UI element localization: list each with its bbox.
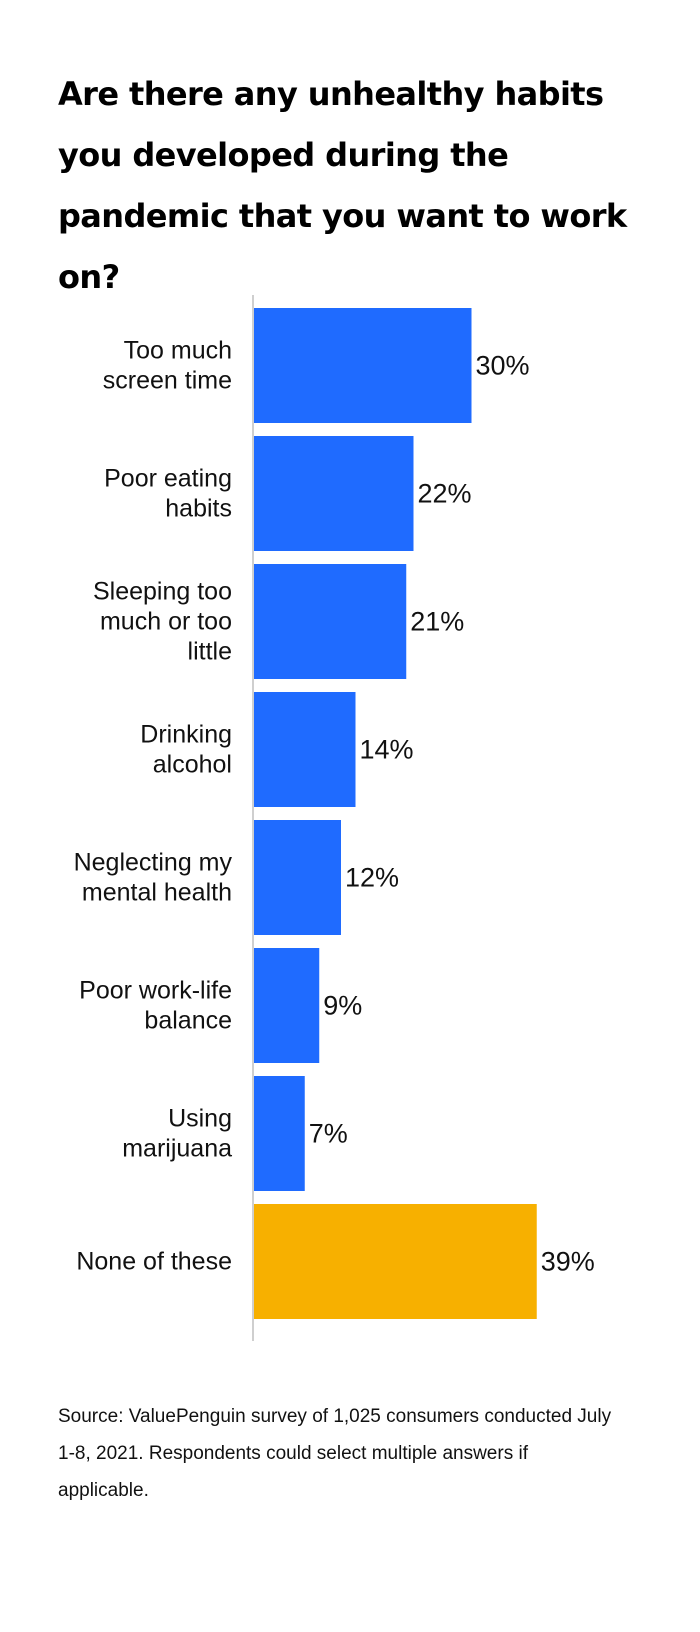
category-label: Sleeping too much or too little bbox=[93, 578, 232, 666]
category-label: Using marijuana bbox=[122, 1105, 232, 1163]
bar bbox=[254, 564, 407, 679]
bar bbox=[254, 1204, 537, 1319]
value-label: 21% bbox=[410, 607, 464, 637]
category-label: Drinking alcohol bbox=[140, 721, 232, 779]
category-label: None of these bbox=[76, 1248, 232, 1276]
bar bbox=[254, 308, 472, 423]
value-label: 14% bbox=[360, 735, 414, 765]
category-label-line: marijuana bbox=[122, 1135, 232, 1163]
bar bbox=[254, 436, 414, 551]
chart-title: Are there any unhealthy habits you devel… bbox=[58, 75, 627, 296]
category-label-line: Neglecting my bbox=[74, 849, 233, 877]
category-label-line: much or too bbox=[100, 608, 232, 636]
category-label-line: Too much bbox=[124, 337, 232, 365]
category-label: Too much screen time bbox=[103, 337, 232, 395]
bar-chart: 30% Too much screen time 22% Poor eating habi… bbox=[74, 295, 595, 1341]
bar bbox=[254, 1076, 305, 1191]
value-label: 12% bbox=[345, 863, 399, 893]
category-label-line: None of these bbox=[76, 1248, 232, 1276]
bar bbox=[254, 948, 320, 1063]
bar bbox=[254, 820, 341, 935]
bar bbox=[254, 692, 356, 807]
category-label-line: Drinking bbox=[140, 721, 232, 749]
category-label-line: balance bbox=[144, 1007, 232, 1035]
category-label-line: screen time bbox=[103, 367, 232, 395]
value-label: 22% bbox=[418, 479, 472, 509]
value-label: 39% bbox=[541, 1247, 595, 1277]
category-label-line: Sleeping too bbox=[93, 578, 232, 606]
category-label-line: alcohol bbox=[153, 751, 232, 779]
category-label: Poor eating habits bbox=[104, 465, 232, 523]
category-label-line: habits bbox=[165, 495, 232, 523]
category-label-line: Using bbox=[168, 1105, 232, 1133]
category-label-line: mental health bbox=[82, 879, 232, 907]
category-label-line: Poor work-life bbox=[79, 977, 232, 1005]
category-label: Neglecting my mental health bbox=[74, 849, 233, 907]
category-label-line: Poor eating bbox=[104, 465, 232, 493]
source-note: Source: ValuePenguin survey of 1,025 con… bbox=[58, 1406, 612, 1501]
value-label: 9% bbox=[323, 991, 362, 1021]
category-label-line: little bbox=[188, 638, 232, 666]
value-label: 7% bbox=[309, 1119, 348, 1149]
category-label: Poor work-life balance bbox=[79, 977, 232, 1035]
value-label: 30% bbox=[476, 351, 530, 381]
